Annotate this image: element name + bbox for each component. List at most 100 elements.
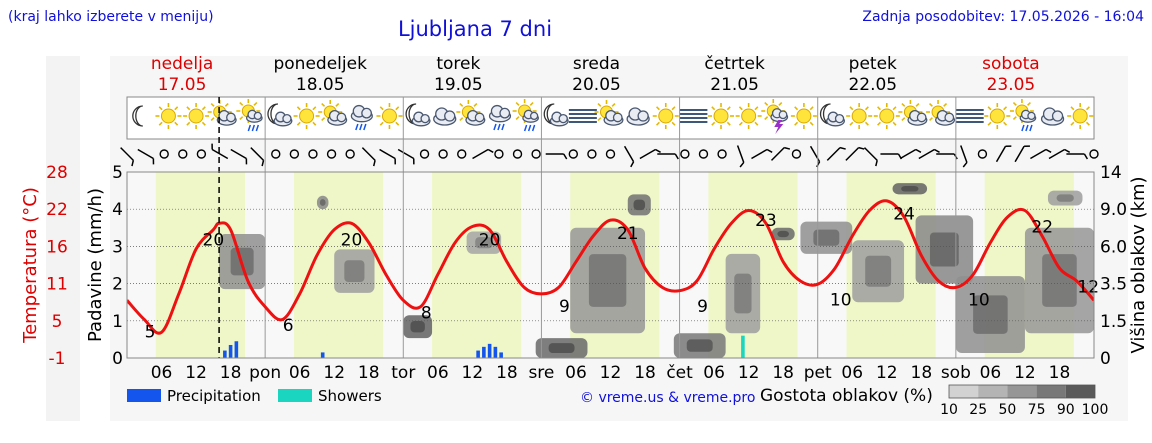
density-swatch — [1065, 385, 1095, 398]
wind-barb-flag — [739, 161, 745, 168]
wind-barb — [639, 148, 661, 160]
calm-wind-marker — [438, 149, 448, 159]
cloud-puff — [499, 107, 511, 119]
precip-axis-title: Padavine (mm/h) — [85, 188, 106, 342]
calm-wind-marker — [587, 149, 597, 159]
credit-link[interactable]: © vreme.us & vreme.pro — [580, 390, 755, 406]
sun-ray — [943, 102, 948, 107]
sun-ray — [764, 101, 769, 106]
day-date: 23.05 — [987, 75, 1036, 95]
calm-wind-marker — [977, 149, 988, 159]
moon-cloud-icon — [267, 103, 293, 127]
hour-tick-label: 18 — [634, 363, 656, 383]
wind-barb-shaft — [845, 147, 860, 161]
wind-barb-shaft — [918, 148, 935, 160]
wind-barb — [657, 153, 679, 160]
calm-wind-marker — [698, 149, 709, 159]
legend-precip-swatch — [127, 389, 161, 402]
sun-ray — [611, 102, 616, 107]
calm-wind-marker — [457, 149, 467, 159]
cloud-height-tick: 6.0 — [1100, 237, 1127, 257]
wind-barb-shaft — [211, 148, 229, 160]
sun-ray — [210, 102, 215, 107]
rain-drop — [247, 124, 252, 132]
grid-lines — [127, 208, 1094, 322]
wind-barb-shaft — [397, 148, 415, 160]
city-select-note[interactable]: (kraj lahko izberete v meniju) — [8, 9, 214, 25]
wind-barb — [770, 146, 791, 161]
sun-ray — [928, 102, 933, 107]
sun-ray — [864, 121, 869, 126]
sun-ray — [877, 121, 881, 126]
rain-drop — [531, 124, 536, 132]
sun-ray — [726, 121, 731, 126]
sun-ray — [158, 106, 163, 111]
cloud-core — [588, 254, 627, 307]
rain-drop — [1025, 124, 1029, 132]
wind-barb — [397, 148, 415, 165]
wind-barb — [960, 145, 968, 168]
hour-tick-label: 18 — [1049, 363, 1071, 383]
cloud-core — [548, 343, 575, 354]
sun-ray — [778, 101, 783, 106]
calm-wind-marker — [512, 149, 523, 159]
wind-barb — [120, 147, 135, 167]
day-name: nedelja — [151, 54, 213, 74]
wind-barb-flag — [563, 153, 568, 160]
sun-icon — [293, 103, 320, 129]
cloud-rain-icon — [350, 104, 373, 131]
density-level-label: 90 — [1057, 402, 1075, 418]
sun-ray — [671, 121, 676, 126]
sun-ray — [794, 121, 799, 126]
wind-strip — [120, 143, 1099, 168]
sun-ray — [296, 121, 301, 126]
cloud-icon — [626, 107, 650, 126]
precip-axis-ticks: 0 1 2 3 4 5 — [112, 163, 123, 369]
calm-wind-marker — [196, 149, 207, 159]
sun-ray — [395, 121, 400, 126]
sun-icon — [155, 103, 182, 129]
sun-ray — [809, 121, 814, 126]
wind-barb-flag — [1045, 148, 1052, 153]
wind-barb — [379, 148, 396, 165]
wind-barb-shaft — [623, 145, 635, 163]
wind-barb-flag — [1064, 148, 1071, 153]
density-level-label: 75 — [1028, 402, 1046, 418]
cloud-height-tick: 1.5 — [1100, 312, 1127, 332]
sun-ray — [901, 117, 906, 122]
sun-ray — [655, 121, 660, 126]
wind-barb-flag — [934, 148, 940, 153]
sun-icon — [708, 103, 735, 129]
sun-icon — [790, 103, 817, 129]
moon-cloud-icon — [405, 103, 431, 127]
sun-ray — [809, 106, 814, 111]
cloud-height-tick: 14 — [1100, 163, 1122, 183]
wind-barb-flag — [372, 160, 376, 167]
cloud-core — [1042, 254, 1077, 307]
temperature-label: 9 — [559, 297, 570, 317]
wind-barb-flag — [630, 161, 635, 168]
day-abbr-label: pon — [249, 363, 281, 383]
temperature-label: 22 — [1031, 217, 1053, 237]
wind-barb-shaft — [137, 148, 154, 160]
cloud-puff — [944, 112, 955, 123]
cloud-puff — [474, 112, 485, 123]
hour-tick-label: 12 — [738, 363, 760, 383]
cloud-core — [319, 199, 326, 206]
day-date: 17.05 — [158, 75, 207, 95]
rain-drop — [355, 123, 359, 131]
wind-barb-flag — [674, 153, 679, 160]
sun-ray — [928, 117, 933, 122]
hour-tick-label: 06 — [151, 363, 173, 383]
day-name: petek — [849, 54, 897, 74]
sun-ray — [726, 106, 731, 111]
wind-barb — [1066, 153, 1089, 160]
density-swatch — [949, 385, 979, 398]
day-abbr-label: sre — [528, 363, 554, 383]
sun-ray — [174, 121, 179, 126]
sun-rain-icon — [236, 99, 263, 132]
day-abbr-label: pet — [804, 363, 832, 383]
cloud-height-tick: 0 — [1100, 349, 1111, 369]
precip-bar — [228, 344, 233, 358]
